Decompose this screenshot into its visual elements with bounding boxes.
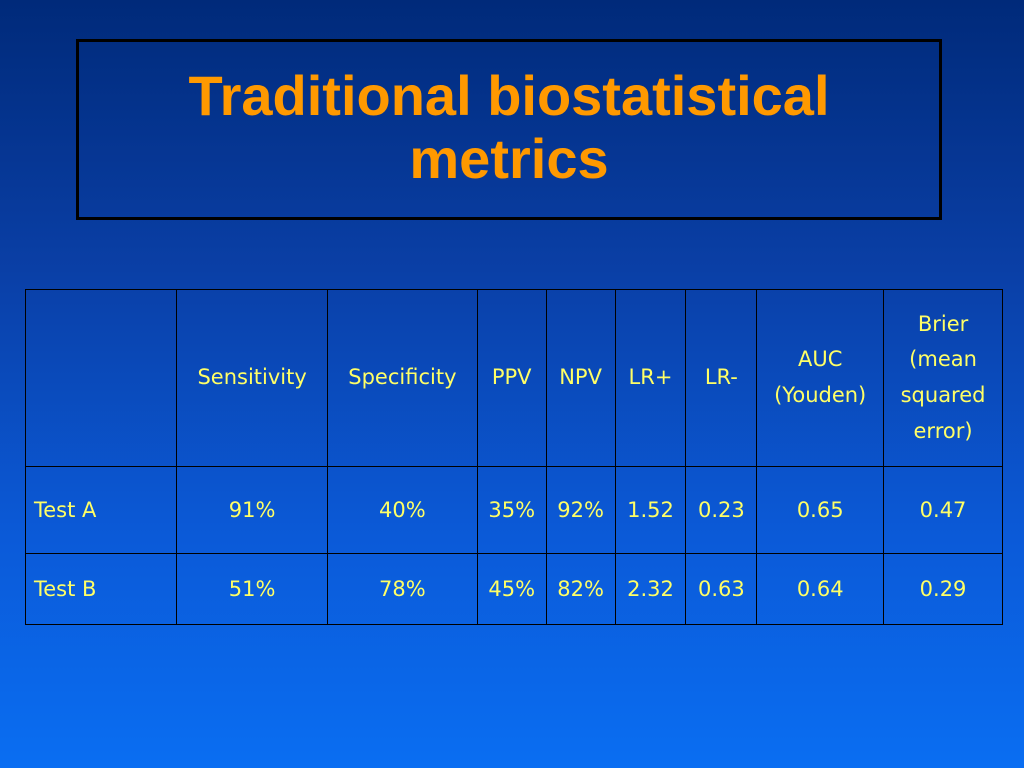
row-label: Test A bbox=[24, 466, 178, 554]
header-ppv: PPV bbox=[476, 289, 547, 467]
cell-npv: 92% bbox=[545, 466, 616, 554]
table-header-row: Sensitivity Specificity PPV NPV LR+ LR- … bbox=[24, 289, 1003, 467]
slide-title: Traditional biostatistical metrics bbox=[188, 63, 830, 190]
header-specificity: Specificity bbox=[327, 289, 478, 467]
header-brier-line3: squared bbox=[900, 383, 986, 407]
cell-auc: 0.65 bbox=[756, 466, 885, 554]
header-auc-line2: (Youden) bbox=[774, 383, 867, 407]
header-brier-line2: (mean bbox=[909, 347, 977, 372]
cell-lr-negative: 0.23 bbox=[685, 466, 758, 554]
cell-npv: 82% bbox=[545, 553, 616, 625]
cell-ppv: 35% bbox=[476, 466, 547, 554]
cell-sensitivity: 51% bbox=[176, 553, 329, 625]
title-box: Traditional biostatistical metrics bbox=[76, 39, 942, 220]
cell-specificity: 40% bbox=[327, 466, 478, 554]
cell-specificity: 78% bbox=[327, 553, 478, 625]
cell-auc: 0.64 bbox=[756, 553, 885, 625]
header-npv: NPV bbox=[545, 289, 616, 467]
table-row-test-b: Test B 51% 78% 45% 82% 2.32 0.63 0.64 0.… bbox=[24, 553, 1003, 625]
header-auc-line1: AUC bbox=[797, 347, 843, 372]
header-blank-cell bbox=[24, 289, 178, 467]
cell-sensitivity: 91% bbox=[176, 466, 329, 554]
table-row-test-a: Test A 91% 40% 35% 92% 1.52 0.23 0.65 0.… bbox=[24, 466, 1003, 554]
cell-ppv: 45% bbox=[476, 553, 547, 625]
cell-lr-negative: 0.63 bbox=[685, 553, 758, 625]
header-lr-positive: LR+ bbox=[614, 289, 687, 467]
header-auc: AUC (Youden) bbox=[756, 289, 885, 467]
header-sensitivity: Sensitivity bbox=[176, 289, 329, 467]
cell-brier: 0.47 bbox=[883, 466, 1003, 554]
header-brier-line1: Brier bbox=[917, 311, 969, 336]
metrics-table: Sensitivity Specificity PPV NPV LR+ LR- … bbox=[24, 289, 1003, 625]
cell-lr-positive: 1.52 bbox=[614, 466, 687, 554]
cell-lr-positive: 2.32 bbox=[614, 553, 687, 625]
header-lr-negative: LR- bbox=[685, 289, 758, 467]
header-brier-line4: error) bbox=[913, 418, 973, 443]
row-label: Test B bbox=[24, 553, 178, 625]
header-brier: Brier (mean squared error) bbox=[883, 289, 1003, 467]
cell-brier: 0.29 bbox=[883, 553, 1003, 625]
